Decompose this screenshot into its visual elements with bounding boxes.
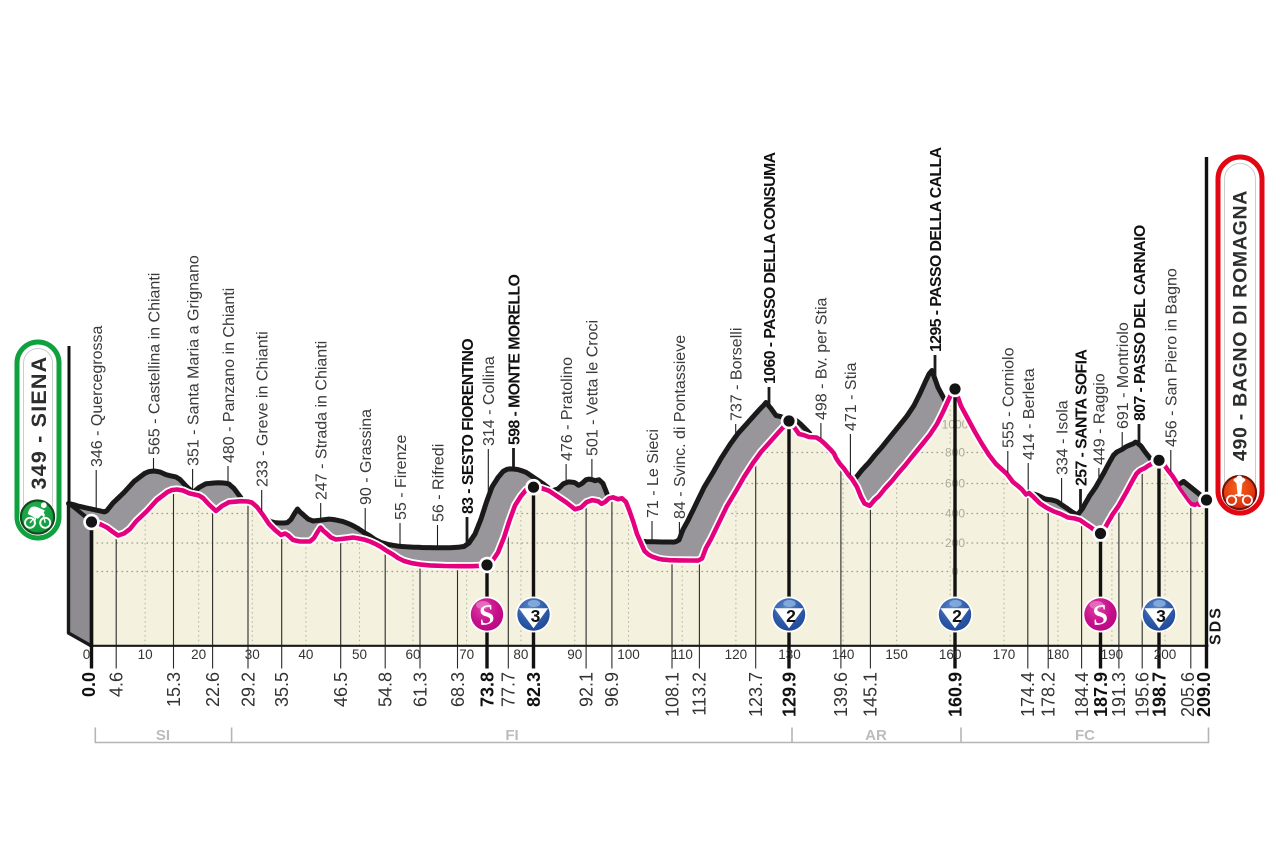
svg-text:555 - Corniolo: 555 - Corniolo (1001, 347, 1018, 448)
svg-text:471 - Stia: 471 - Stia (843, 362, 860, 431)
svg-text:414 - Berleta: 414 - Berleta (1021, 368, 1038, 460)
svg-text:30: 30 (245, 647, 260, 662)
svg-text:29.2: 29.2 (238, 672, 258, 707)
svg-text:334 - Isola: 334 - Isola (1054, 400, 1071, 475)
svg-text:160: 160 (939, 647, 962, 662)
svg-text:178.2: 178.2 (1039, 672, 1059, 717)
svg-text:10: 10 (138, 647, 153, 662)
svg-text:314 - Collina: 314 - Collina (481, 356, 498, 446)
svg-text:498 - Bv. per Stia: 498 - Bv. per Stia (814, 297, 831, 420)
svg-text:70: 70 (459, 647, 474, 662)
svg-text:1295 - PASSO DELLA CALLA: 1295 - PASSO DELLA CALLA (928, 147, 945, 352)
svg-text:35.5: 35.5 (272, 672, 292, 707)
svg-text:130: 130 (778, 647, 801, 662)
svg-text:1060 - PASSO DELLA CONSUMA: 1060 - PASSO DELLA CONSUMA (762, 152, 779, 384)
svg-text:150: 150 (885, 647, 908, 662)
svg-text:123.7: 123.7 (746, 672, 766, 717)
svg-text:15.3: 15.3 (164, 672, 184, 707)
svg-text:190: 190 (1101, 647, 1124, 662)
svg-text:68.3: 68.3 (448, 672, 468, 707)
svg-text:108.1: 108.1 (662, 672, 682, 717)
svg-text:187.9: 187.9 (1091, 672, 1111, 717)
svg-text:476 - Pratolino: 476 - Pratolino (559, 357, 576, 461)
svg-text:139.6: 139.6 (831, 672, 851, 717)
svg-text:490 - BAGNO DI ROMAGNA: 490 - BAGNO DI ROMAGNA (1230, 190, 1252, 461)
svg-text:90 - Grassina: 90 - Grassina (358, 409, 375, 505)
svg-text:90: 90 (567, 647, 582, 662)
svg-text:4.6: 4.6 (107, 672, 127, 697)
svg-text:209.0: 209.0 (1194, 672, 1214, 717)
svg-text:96.9: 96.9 (602, 672, 622, 707)
svg-text:S: S (1089, 599, 1111, 633)
svg-text:77.7: 77.7 (499, 672, 519, 707)
svg-text:80: 80 (513, 647, 528, 662)
svg-text:180: 180 (1047, 647, 1070, 662)
svg-text:737 - Borselli: 737 - Borselli (729, 328, 746, 421)
svg-text:FC: FC (1075, 727, 1095, 744)
svg-text:501 - Vetta le Croci: 501 - Vetta le Croci (585, 320, 602, 456)
svg-text:40: 40 (298, 647, 313, 662)
svg-text:198.7: 198.7 (1149, 672, 1169, 717)
svg-text:349 - SIENA: 349 - SIENA (27, 356, 51, 490)
svg-text:2: 2 (952, 606, 962, 626)
svg-text:160.9: 160.9 (945, 672, 965, 717)
svg-text:565 - Castellina in Chianti: 565 - Castellina in Chianti (146, 273, 163, 455)
svg-text:FI: FI (505, 727, 518, 744)
svg-text:100: 100 (617, 647, 640, 662)
svg-text:233 - Greve in Chianti: 233 - Greve in Chianti (255, 331, 272, 487)
svg-text:120: 120 (725, 647, 748, 662)
svg-text:129.9: 129.9 (779, 672, 799, 717)
svg-text:0: 0 (83, 647, 91, 662)
svg-text:113.2: 113.2 (690, 672, 710, 716)
svg-text:346 - Quercegrossa: 346 - Quercegrossa (89, 325, 106, 467)
svg-text:807 - PASSO DEL CARNAIO: 807 - PASSO DEL CARNAIO (1132, 225, 1149, 421)
svg-text:449 - Raggio: 449 - Raggio (1092, 373, 1109, 465)
svg-text:3: 3 (1156, 606, 1166, 626)
svg-text:691 - Montriolo: 691 - Montriolo (1115, 322, 1132, 429)
svg-text:20: 20 (191, 647, 206, 662)
svg-text:55 - Firenze: 55 - Firenze (393, 435, 410, 520)
svg-text:60: 60 (405, 647, 420, 662)
svg-text:56 - Rifredi: 56 - Rifredi (430, 444, 447, 522)
svg-text:351 - Santa Maria a Grignano: 351 - Santa Maria a Grignano (185, 255, 202, 466)
svg-text:257 - SANTA SOFIA: 257 - SANTA SOFIA (1073, 350, 1090, 486)
svg-text:140: 140 (832, 647, 855, 662)
svg-text:170: 170 (993, 647, 1016, 662)
svg-text:191.3: 191.3 (1109, 672, 1129, 717)
svg-text:SI: SI (156, 727, 170, 744)
svg-text:22.6: 22.6 (203, 672, 223, 707)
svg-text:598 - MONTE MORELLO: 598 - MONTE MORELLO (506, 274, 523, 445)
svg-text:2: 2 (786, 606, 796, 626)
svg-text:61.3: 61.3 (410, 672, 430, 707)
svg-text:247 - Strada in Chianti: 247 - Strada in Chianti (314, 341, 331, 500)
svg-text:73.8: 73.8 (477, 672, 497, 707)
svg-text:0.0: 0.0 (79, 672, 99, 697)
svg-text:83 - SESTO FIORENTINO: 83 - SESTO FIORENTINO (460, 339, 477, 514)
svg-text:82.3: 82.3 (524, 672, 544, 707)
svg-text:205.6: 205.6 (1178, 672, 1198, 717)
svg-text:SDS: SDS (1208, 606, 1225, 645)
svg-text:AR: AR (865, 727, 887, 744)
svg-text:456 - San Piero in Bagno: 456 - San Piero in Bagno (1164, 268, 1181, 447)
svg-text:54.8: 54.8 (376, 672, 396, 707)
svg-text:174.4: 174.4 (1018, 672, 1038, 717)
svg-text:184.4: 184.4 (1072, 672, 1092, 717)
svg-text:110: 110 (671, 647, 693, 662)
svg-text:46.5: 46.5 (331, 672, 351, 707)
svg-text:200: 200 (1154, 647, 1177, 662)
svg-text:145.1: 145.1 (861, 672, 881, 717)
svg-text:195.6: 195.6 (1133, 672, 1153, 717)
svg-text:3: 3 (531, 606, 541, 626)
svg-text:92.1: 92.1 (576, 672, 596, 707)
svg-text:71 - Le Sieci: 71 - Le Sieci (645, 429, 662, 518)
svg-text:480 - Panzano in Chianti: 480 - Panzano in Chianti (221, 288, 238, 463)
svg-text:50: 50 (352, 647, 367, 662)
svg-text:84 - Svinc. di Pontassieve: 84 - Svinc. di Pontassieve (672, 335, 689, 519)
svg-text:S: S (476, 599, 498, 633)
